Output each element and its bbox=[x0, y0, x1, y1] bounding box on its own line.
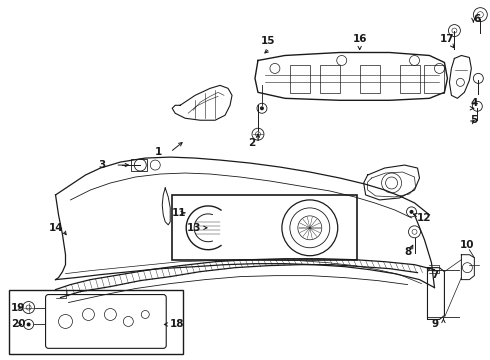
Circle shape bbox=[260, 106, 264, 110]
Text: 3: 3 bbox=[98, 160, 106, 170]
Text: 5: 5 bbox=[470, 115, 478, 125]
Bar bbox=[131, 159, 147, 171]
Text: 1: 1 bbox=[155, 147, 163, 157]
Text: 14: 14 bbox=[49, 223, 63, 233]
Text: 12: 12 bbox=[416, 213, 431, 223]
Text: 18: 18 bbox=[170, 319, 185, 329]
Text: 4: 4 bbox=[470, 98, 478, 108]
Bar bbox=[399, 66, 419, 93]
Text: 11: 11 bbox=[172, 208, 187, 218]
Text: 17: 17 bbox=[440, 33, 455, 44]
Text: 19: 19 bbox=[11, 302, 25, 312]
Bar bbox=[320, 66, 340, 93]
Text: 13: 13 bbox=[187, 223, 202, 233]
Text: 15: 15 bbox=[261, 36, 275, 46]
Bar bbox=[360, 66, 380, 93]
Bar bbox=[290, 66, 310, 93]
Bar bbox=[424, 66, 444, 93]
Text: 8: 8 bbox=[405, 247, 412, 257]
Text: 16: 16 bbox=[352, 33, 367, 44]
Circle shape bbox=[410, 210, 414, 214]
Text: 9: 9 bbox=[432, 319, 439, 329]
Text: 2: 2 bbox=[248, 138, 255, 148]
Text: 6: 6 bbox=[473, 14, 481, 24]
Circle shape bbox=[26, 323, 30, 327]
Text: 7: 7 bbox=[432, 270, 439, 280]
Bar bbox=[9, 289, 183, 354]
Bar bbox=[172, 195, 357, 260]
Text: 10: 10 bbox=[460, 240, 474, 250]
Text: 20: 20 bbox=[11, 319, 25, 329]
